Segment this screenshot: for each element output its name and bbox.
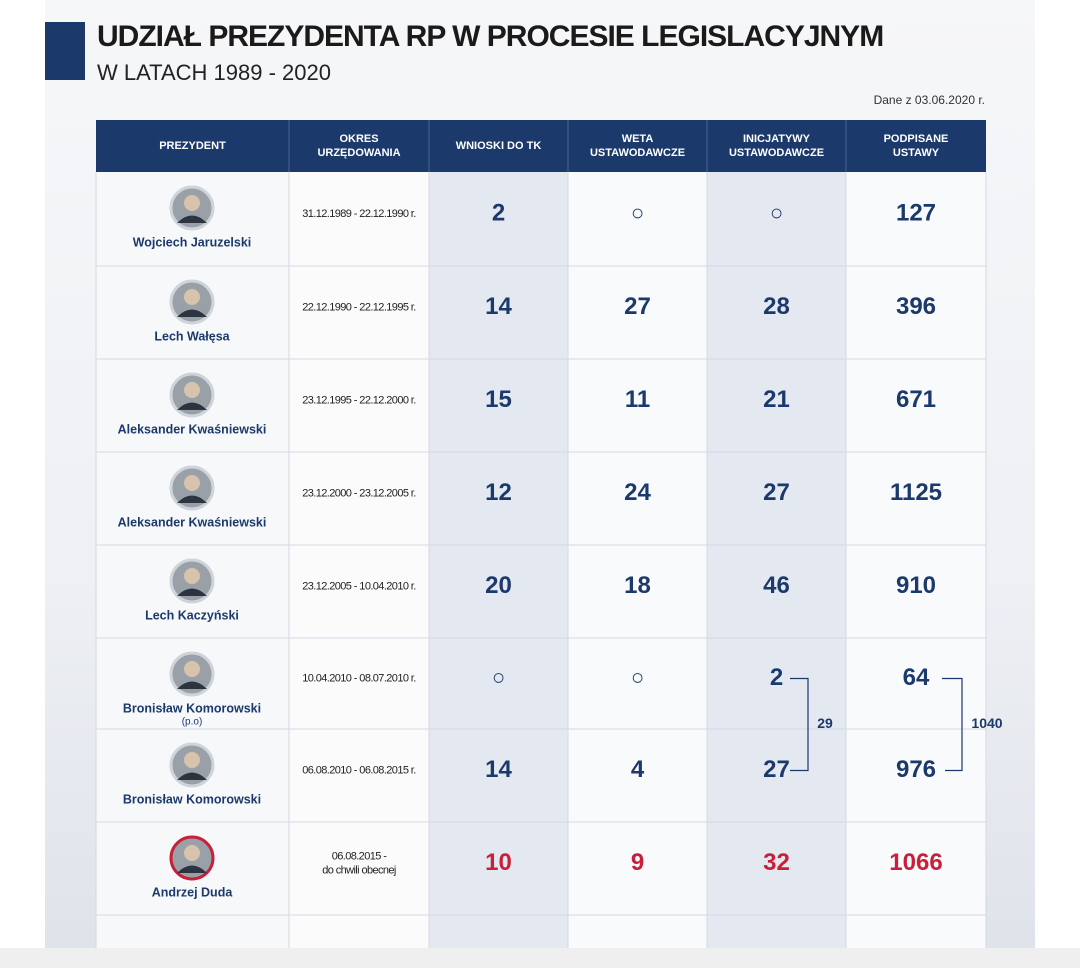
value: 46 — [763, 572, 790, 599]
value: 32 — [763, 849, 790, 876]
value: 1066 — [889, 849, 942, 876]
president-name: Aleksander Kwaśniewski — [118, 422, 267, 436]
period: 23.12.2000 - 23.12.2005 r. — [302, 487, 416, 499]
column-bg — [707, 172, 846, 948]
portrait-head — [184, 845, 200, 861]
column-header: OKRES — [339, 133, 378, 145]
portrait-body — [177, 309, 207, 317]
title: UDZIAŁ PREZYDENTA RP W PROCESIE LEGISLAC… — [97, 20, 883, 53]
president-name: Aleksander Kwaśniewski — [118, 515, 267, 529]
value: 27 — [763, 479, 790, 506]
value: 9 — [631, 849, 644, 876]
period: 10.04.2010 - 08.07.2010 r. — [302, 672, 416, 684]
portrait-body — [177, 865, 207, 873]
president-name: Andrzej Duda — [152, 885, 234, 899]
president-name: Bronisław Komorowski — [123, 792, 261, 806]
value: 27 — [763, 756, 790, 783]
portrait-body — [177, 772, 207, 780]
value: 2 — [492, 199, 505, 226]
period: 31.12.1989 - 22.12.1990 r. — [302, 208, 416, 220]
zero-mark: ○ — [631, 664, 644, 689]
period: 06.08.2010 - 06.08.2015 r. — [302, 764, 416, 776]
value: 64 — [903, 664, 930, 691]
value: 27 — [624, 293, 651, 320]
portrait-head — [184, 195, 200, 211]
zero-mark: ○ — [631, 200, 644, 225]
portrait-body — [177, 402, 207, 410]
column-header: WETA — [622, 133, 654, 145]
bracket-total: 29 — [817, 715, 833, 731]
value: 11 — [625, 386, 650, 413]
column-header: USTAWODAWCZE — [590, 147, 685, 159]
portrait-head — [184, 752, 200, 768]
president-note: (p.o) — [182, 717, 203, 728]
period: 22.12.1990 - 22.12.1995 r. — [302, 301, 416, 313]
value: 671 — [896, 386, 936, 413]
value: 1125 — [890, 479, 942, 506]
value: 21 — [763, 386, 790, 413]
value: 910 — [896, 572, 936, 599]
president-name: Lech Kaczyński — [145, 608, 239, 622]
value: 24 — [624, 479, 651, 506]
column-header: URZĘDOWANIA — [317, 147, 400, 159]
value: 15 — [485, 386, 512, 413]
column-header: INICJATYWY — [743, 133, 811, 145]
column-bg — [568, 172, 707, 948]
president-name: Wojciech Jaruzelski — [133, 235, 252, 249]
value: 14 — [485, 293, 512, 320]
value: 976 — [896, 756, 936, 783]
value: 396 — [896, 293, 936, 320]
president-name: Lech Wałęsa — [154, 329, 230, 343]
bracket — [942, 677, 963, 772]
zero-mark: ○ — [770, 200, 783, 225]
portrait-head — [184, 661, 200, 677]
value: 28 — [763, 293, 790, 320]
value: 12 — [485, 479, 512, 506]
portrait-body — [177, 495, 207, 503]
column-header: USTAWY — [893, 147, 940, 159]
column-bg — [429, 172, 568, 948]
value: 4 — [631, 756, 645, 783]
value: 20 — [485, 572, 512, 599]
period: do chwili obecnej — [322, 864, 396, 876]
bottom-strip — [0, 948, 1080, 968]
value: 127 — [896, 199, 936, 226]
column-header: PODPISANE — [884, 133, 949, 145]
value: 2 — [770, 664, 783, 691]
bracket-total: 1040 — [971, 715, 1002, 731]
period: 06.08.2015 - — [332, 850, 388, 862]
column-header: PREZYDENT — [159, 140, 226, 152]
value: 10 — [485, 849, 512, 876]
column-header: WNIOSKI DO TK — [456, 140, 542, 152]
source: Dane z 03.06.2020 r. — [874, 93, 985, 107]
period: 23.12.2005 - 10.04.2010 r. — [302, 580, 416, 592]
value: 18 — [624, 572, 651, 599]
column-bg — [846, 172, 986, 948]
header-bar — [96, 120, 986, 172]
portrait-head — [184, 475, 200, 491]
period: 23.12.1995 - 22.12.2000 r. — [302, 394, 416, 406]
portrait-body — [177, 681, 207, 689]
portrait-head — [184, 568, 200, 584]
portrait-head — [184, 382, 200, 398]
subtitle: W LATACH 1989 - 2020 — [97, 60, 331, 85]
column-header: USTAWODAWCZE — [729, 147, 824, 159]
zero-mark: ○ — [492, 664, 505, 689]
title-block — [45, 22, 85, 80]
value: 14 — [485, 756, 512, 783]
portrait-body — [177, 588, 207, 596]
bracket — [790, 677, 809, 772]
portrait-head — [184, 289, 200, 305]
president-name: Bronisław Komorowski — [123, 701, 261, 715]
column-bg — [289, 172, 429, 948]
portrait-body — [177, 215, 207, 223]
